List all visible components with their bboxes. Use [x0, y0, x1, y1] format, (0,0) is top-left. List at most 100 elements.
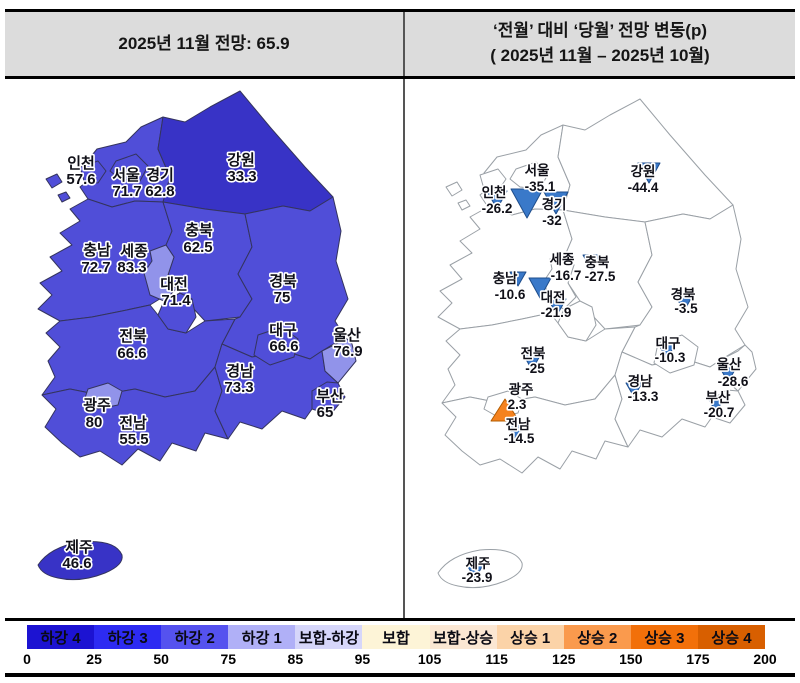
header-row: 2025년 11월 전망: 65.9 ‘전월’ 대비 ‘당월’ 전망 변동(p)… — [5, 9, 795, 79]
region-label: 광주 — [83, 396, 111, 414]
region-value: 65 — [317, 404, 334, 421]
region-value: -10.3 — [655, 350, 686, 365]
region-label: 대구 — [656, 336, 681, 351]
right-title-line1: ‘전월’ 대비 ‘당월’ 전망 변동(p) — [492, 21, 707, 41]
legend-tick: 0 — [23, 651, 31, 667]
region-value: 33.3 — [227, 168, 256, 185]
legend-tick: 95 — [354, 651, 371, 667]
region-value: -44.4 — [628, 180, 659, 195]
region-value: -25 — [525, 361, 545, 376]
legend-bottom-rule — [5, 673, 795, 677]
region-label: 울산 — [333, 327, 361, 344]
down-triangle-icon — [543, 191, 569, 215]
up-triangle-icon — [490, 398, 520, 422]
legend-tick: 115 — [485, 651, 508, 667]
legend-tick: 25 — [86, 651, 102, 667]
legend-item: 상승 1 — [496, 625, 564, 649]
region-label: 인천 — [482, 184, 507, 200]
region-value: 73.3 — [224, 379, 253, 396]
legend-tick: 200 — [753, 651, 777, 667]
legend-top-rule — [5, 618, 795, 621]
region-label: 세종 — [120, 243, 148, 260]
region-label: 경남 — [226, 362, 254, 380]
region-value: 55.5 — [119, 431, 148, 448]
map-panels: 인천 57.6 서울 71.7 경기 62.8 강원 33.3 충남 72.7 … — [0, 79, 800, 618]
region-value: -16.7 — [551, 268, 582, 283]
legend-tick: 105 — [417, 651, 442, 667]
region-value: 2.3 — [508, 397, 527, 412]
down-triangle-icon — [658, 344, 676, 360]
down-triangle-icon — [547, 298, 567, 316]
legend-item: 상승 2 — [563, 625, 631, 649]
legend-tick: 50 — [153, 651, 169, 667]
region-label: 경북 — [671, 286, 696, 302]
region-label: 대전 — [541, 289, 566, 305]
region-value: 71.7 — [112, 183, 141, 200]
island — [45, 173, 63, 189]
region-value: 57.6 — [66, 171, 95, 188]
region-label: 전북 — [119, 328, 147, 345]
region-label: 충북 — [185, 222, 213, 239]
down-triangle-icon — [708, 399, 724, 413]
legend-tick: 175 — [686, 651, 710, 667]
left-title-text: 2025년 11월 전망: 65.9 — [118, 33, 290, 53]
region-label: 대구 — [269, 322, 297, 339]
region-label: 세종 — [550, 252, 575, 267]
down-triangle-icon — [506, 423, 526, 441]
region-value: 72.7 — [81, 259, 110, 276]
region-value: 66.6 — [269, 338, 298, 355]
region-value: 76.9 — [333, 343, 362, 360]
region-label: 인천 — [67, 154, 95, 172]
region-label: 제주 — [466, 556, 491, 571]
korea-maps-svg: 인천 57.6 서울 71.7 경기 62.8 강원 33.3 충남 72.7 … — [37, 90, 757, 589]
left-panel-title: 2025년 11월 전망: 65.9 — [5, 12, 403, 76]
down-triangle-icon — [719, 367, 737, 383]
right-map-labels: 인천 -26.2 서울 -35.1 경기 -32 강원 -44.4 충남 -10… — [460, 160, 750, 586]
region-label: 충북 — [585, 255, 610, 270]
legend-tick: 75 — [220, 651, 237, 667]
header-divider — [403, 12, 405, 76]
region-label: 서울 — [525, 162, 550, 178]
legend-color-bar: 하강 4 하강 3 하강 2 하강 1 보합-하강 보합 보합-상승 상승 1 … — [27, 625, 766, 649]
region-value: 62.5 — [183, 239, 212, 256]
legend-item: 보합-상승 — [429, 625, 497, 649]
region-value: -21.9 — [541, 305, 572, 320]
region-label: 경기 — [542, 196, 567, 212]
right-panel-title: ‘전월’ 대비 ‘당월’ 전망 변동(p) ( 2025년 11월 – 2025… — [405, 12, 795, 76]
legend-item: 하강 1 — [228, 625, 296, 649]
down-triangle-icon — [637, 162, 661, 184]
down-triangle-icon — [528, 277, 552, 299]
legend-item: 보합-하강 — [295, 625, 363, 649]
region-label: 충남 — [493, 270, 518, 286]
down-triangle-icon — [625, 382, 643, 398]
down-triangle-icon — [466, 564, 484, 580]
legend-item: 상승 3 — [630, 625, 698, 649]
region-label: 제주 — [65, 539, 93, 556]
region-label: 경북 — [269, 272, 297, 290]
down-triangle-icon — [510, 188, 544, 219]
region-value: 80 — [86, 414, 103, 431]
panel-divider — [403, 79, 405, 618]
legend-tick: 125 — [552, 651, 576, 667]
region-value: 46.6 — [62, 555, 91, 572]
region-value: -27.5 — [585, 269, 616, 284]
down-triangle-icon — [582, 254, 602, 272]
region-value: -23.9 — [462, 570, 493, 585]
island — [57, 191, 71, 203]
down-triangle-icon — [486, 190, 508, 210]
legend-item: 하강 2 — [161, 625, 229, 649]
legend-item: 하강 3 — [94, 625, 162, 649]
region-label: 충남 — [83, 242, 111, 259]
right-map-outline — [437, 98, 757, 589]
region-value: 71.4 — [161, 292, 191, 309]
region-label: 전북 — [521, 345, 546, 361]
left-map-labels: 인천 57.6 서울 71.7 경기 62.8 강원 33.3 충남 72.7 … — [61, 149, 364, 573]
region-value: -14.5 — [504, 431, 535, 446]
region-gangwon — [557, 98, 734, 223]
region-value: -13.3 — [628, 389, 659, 404]
region-label: 부산 — [706, 389, 731, 405]
legend-item: 상승 4 — [697, 625, 766, 649]
region-value: -10.6 — [495, 287, 526, 302]
region-label: 강원 — [227, 151, 255, 169]
